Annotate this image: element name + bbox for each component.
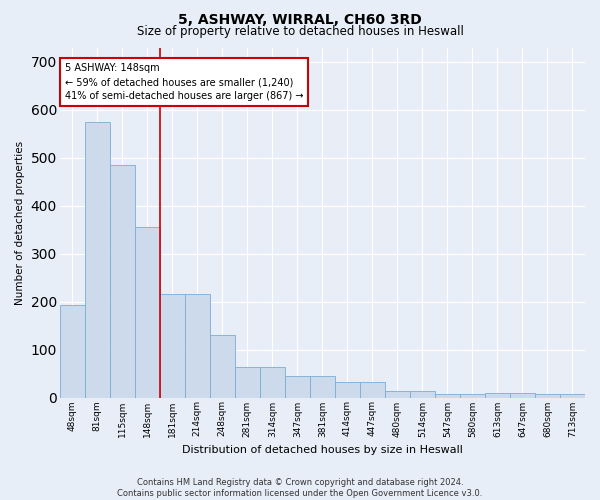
Bar (235, 368, 260, 398)
Bar (110, 165, 135, 398)
Text: Contains HM Land Registry data © Crown copyright and database right 2024.
Contai: Contains HM Land Registry data © Crown c… (118, 478, 482, 498)
Bar (60, 306, 85, 398)
Bar (285, 376, 310, 398)
Bar (210, 335, 235, 398)
Bar (485, 392, 510, 398)
Bar (160, 294, 185, 398)
Bar (460, 394, 485, 398)
Text: 5 ASHWAY: 148sqm
← 59% of detached houses are smaller (1,240)
41% of semi-detach: 5 ASHWAY: 148sqm ← 59% of detached house… (65, 64, 304, 102)
Bar (435, 394, 460, 398)
Text: 5, ASHWAY, WIRRAL, CH60 3RD: 5, ASHWAY, WIRRAL, CH60 3RD (178, 12, 422, 26)
Bar (135, 228, 160, 398)
Bar (360, 382, 385, 398)
Bar (310, 376, 335, 398)
Y-axis label: Number of detached properties: Number of detached properties (15, 140, 25, 304)
Bar (185, 294, 210, 398)
Bar (85, 122, 110, 398)
Bar (260, 368, 285, 398)
X-axis label: Distribution of detached houses by size in Heswall: Distribution of detached houses by size … (182, 445, 463, 455)
Bar (535, 394, 560, 398)
Text: Size of property relative to detached houses in Heswall: Size of property relative to detached ho… (137, 25, 463, 38)
Bar (335, 382, 360, 398)
Bar (560, 394, 585, 398)
Bar (410, 391, 435, 398)
Bar (385, 391, 410, 398)
Bar (510, 392, 535, 398)
